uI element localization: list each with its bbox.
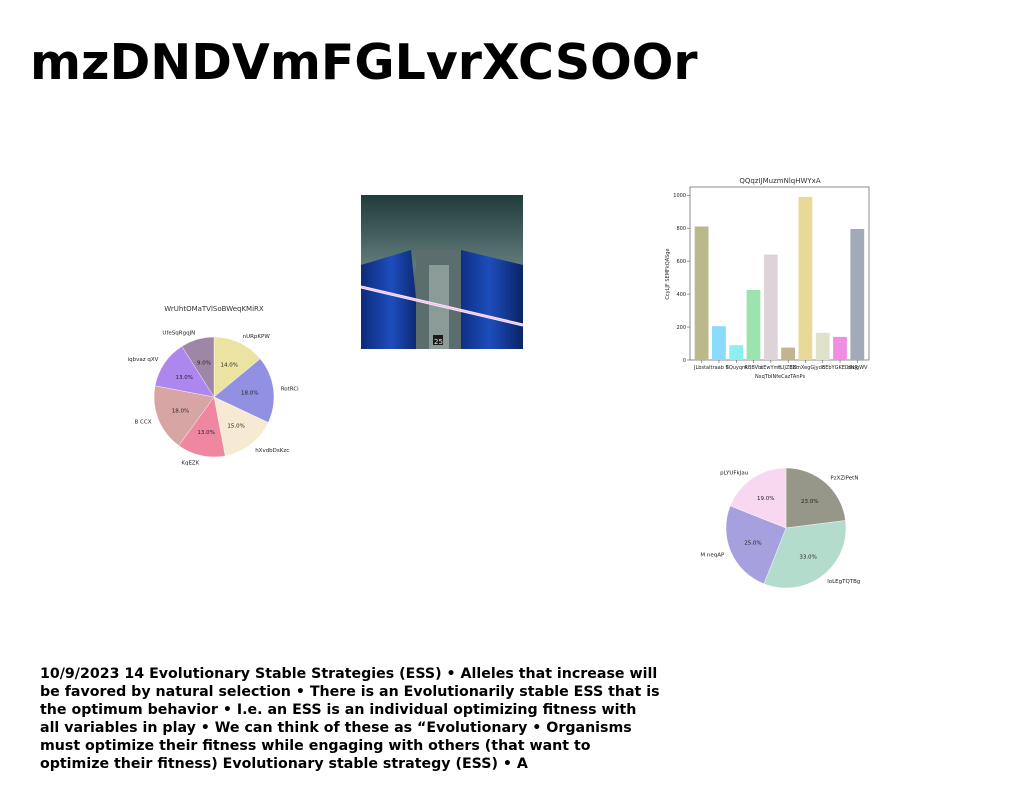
pie-category-label: hXvdbDsKzc <box>255 448 289 454</box>
pie-slice <box>153 385 215 446</box>
pie-category-label: RotRCi <box>281 387 299 393</box>
pie-value-label: 14.0% <box>221 362 238 368</box>
y-tick-label: 600 <box>676 259 686 265</box>
pie-chart-1: WrUhtOMaTVlSoBWeqKMiRX 14.0% nURpKPW 18.0%… <box>128 305 300 467</box>
pie-category-label: loLEgTQTBg <box>827 579 860 585</box>
y-tick-label: 0 <box>683 358 686 364</box>
pie-slice <box>213 358 275 423</box>
pie-value-label: 13.0% <box>175 375 192 381</box>
bar-chart-frame <box>689 186 870 361</box>
bar <box>781 347 795 360</box>
bar <box>833 336 847 360</box>
bar <box>815 332 830 360</box>
pie-value-label: 18.0% <box>172 408 189 414</box>
pie-category-label: PzXZlPetN <box>830 476 858 482</box>
pie-value-label: 23.0% <box>801 499 818 505</box>
body-text: 10/9/2023 14 Evolutionary Stable Strateg… <box>40 666 660 772</box>
pie-category-label: M neqAP <box>700 553 725 559</box>
x-tick-label: SQuyqm <box>726 365 747 371</box>
pie-value-label: 15.0% <box>227 423 244 429</box>
bar-chart-xlabel: NxqTbINfeCazTAnPs <box>755 374 806 380</box>
y-tick-label: 400 <box>676 292 686 298</box>
pie-category-label: UfeSqRgqJN <box>162 331 195 337</box>
bar-chart: QQqzIJMuzmNlqHWYxA NxqTbINfeCazTAnPs Ccy… <box>665 177 870 380</box>
x-tick-label: JLbsta <box>693 365 709 371</box>
x-tick-label: ckqgWV <box>847 365 868 371</box>
y-tick-label: 200 <box>676 325 686 331</box>
pie-value-label: 18.0% <box>241 391 258 397</box>
pie-slice <box>785 467 846 529</box>
pie-chart-2: 23.0% PzXZlPetN 33.0% loLEgTQTBg 25.0% M neqA… <box>700 467 860 589</box>
bar-chart-title: QQqzIJMuzmNlqHWYxA <box>739 177 820 185</box>
bar-chart-ylabel: CcyLJF SEMFkQASge <box>665 248 671 299</box>
pie-value-label: 19.0% <box>757 496 774 502</box>
bar <box>763 254 778 360</box>
pie-category-label: pLYUFkJau <box>720 470 748 476</box>
bar <box>798 196 813 360</box>
pie-slice <box>181 336 215 398</box>
x-tick-label: ltraab fl <box>709 365 728 371</box>
x-tick-label: EBmXegGjyc <box>789 365 821 371</box>
bar <box>746 290 761 360</box>
pie-category-label: nURpKPW <box>243 334 271 340</box>
pie-category-label: iqbvaz qXV <box>128 357 159 363</box>
pie-value-label: 33.0% <box>799 554 816 560</box>
y-tick-label: 800 <box>676 226 686 232</box>
y-tick-label: 1000 <box>673 193 686 199</box>
x-tick-label: tLIJZBZt <box>778 365 798 371</box>
pie-slice <box>213 396 269 457</box>
building-photo: 25 <box>361 195 523 349</box>
x-tick-label: xEwYmh <box>760 365 781 371</box>
pie-value-label: 25.0% <box>744 540 761 546</box>
pie-slice <box>729 467 787 529</box>
pie-category-label: KqEZK <box>181 461 199 467</box>
slide-title: mzDNDVmFGLvrXCSOOr <box>30 34 698 91</box>
pie-value-label: 9.0% <box>197 360 211 366</box>
pie-slice <box>725 505 787 585</box>
photo-number: 25 <box>434 338 443 346</box>
bar <box>712 326 726 360</box>
x-tick-label: EEbYGKEDtNR <box>822 365 858 371</box>
bar <box>850 229 865 360</box>
bar <box>694 226 709 360</box>
pie-slice <box>763 520 847 589</box>
pie-value-label: 13.0% <box>197 430 214 436</box>
bar <box>729 345 744 360</box>
pie-slice <box>213 336 261 398</box>
x-tick-label: RBBVbi <box>745 365 763 371</box>
pie-chart-1-title: WrUhtOMaTVlSoBWeqKMiRX <box>164 305 264 313</box>
x-tick-label: lo <box>821 365 825 371</box>
pie-category-label: B CCX <box>135 420 152 426</box>
